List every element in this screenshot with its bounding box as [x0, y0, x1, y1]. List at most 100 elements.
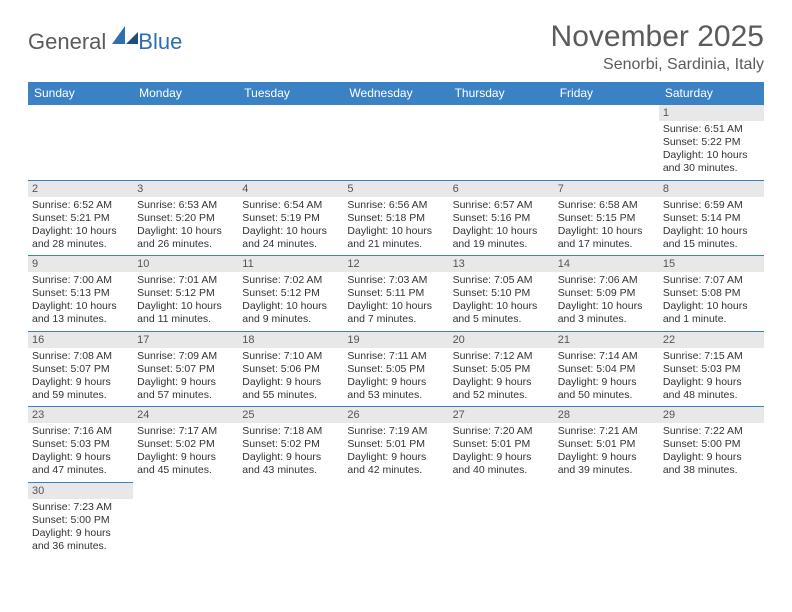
calendar-cell — [238, 482, 343, 557]
day-body: Sunrise: 7:08 AMSunset: 5:07 PMDaylight:… — [28, 348, 133, 407]
calendar-cell: 18Sunrise: 7:10 AMSunset: 5:06 PMDayligh… — [238, 331, 343, 407]
day-body: Sunrise: 7:00 AMSunset: 5:13 PMDaylight:… — [28, 272, 133, 331]
day-body: Sunrise: 7:18 AMSunset: 5:02 PMDaylight:… — [238, 423, 343, 482]
sunset-text: Sunset: 5:12 PM — [137, 287, 234, 300]
day-body: Sunrise: 7:09 AMSunset: 5:07 PMDaylight:… — [133, 348, 238, 407]
day-number: 13 — [449, 256, 554, 272]
day-number: 29 — [659, 407, 764, 423]
calendar-cell: 6Sunrise: 6:57 AMSunset: 5:16 PMDaylight… — [449, 180, 554, 256]
header: General Blue November 2025 Senorbi, Sard… — [28, 20, 764, 74]
daylight-text: Daylight: 10 hours and 9 minutes. — [242, 300, 339, 326]
sunset-text: Sunset: 5:19 PM — [242, 212, 339, 225]
day-number: 9 — [28, 256, 133, 272]
day-number: 21 — [554, 332, 659, 348]
calendar-cell: 13 Sunrise: 7:05 AMSunset: 5:10 PMDayligh… — [449, 256, 554, 332]
sunset-text: Sunset: 5:07 PM — [32, 363, 129, 376]
day-body: Sunrise: 6:54 AMSunset: 5:19 PMDaylight:… — [238, 197, 343, 256]
calendar-cell: 28Sunrise: 7:21 AMSunset: 5:01 PMDayligh… — [554, 407, 659, 483]
day-number: 20 — [449, 332, 554, 348]
daylight-text: Daylight: 10 hours and 15 minutes. — [663, 225, 760, 251]
calendar-row: 9Sunrise: 7:00 AMSunset: 5:13 PMDaylight… — [28, 256, 764, 332]
sunset-text: Sunset: 5:12 PM — [242, 287, 339, 300]
calendar-cell: 10Sunrise: 7:01 AMSunset: 5:12 PMDayligh… — [133, 256, 238, 332]
sunset-text: Sunset: 5:16 PM — [453, 212, 550, 225]
day-body: Sunrise: 6:51 AMSunset: 5:22 PMDaylight:… — [659, 121, 764, 180]
sunset-text: Sunset: 5:01 PM — [347, 438, 444, 451]
day-number: 22 — [659, 332, 764, 348]
weekday-header: Wednesday — [343, 82, 448, 105]
sunset-text: Sunset: 5:22 PM — [663, 136, 760, 149]
sunrise-text: Sunrise: 6:57 AM — [453, 199, 550, 212]
calendar-row: 30Sunrise: 7:23 AMSunset: 5:00 PMDayligh… — [28, 482, 764, 557]
sunrise-text: Sunrise: 6:52 AM — [32, 199, 129, 212]
sunset-text: Sunset: 5:00 PM — [663, 438, 760, 451]
calendar-table: Sunday Monday Tuesday Wednesday Thursday… — [28, 82, 764, 557]
calendar-row: 2Sunrise: 6:52 AMSunset: 5:21 PMDaylight… — [28, 180, 764, 256]
sunrise-text: Sunrise: 6:53 AM — [137, 199, 234, 212]
day-number: 23 — [28, 407, 133, 423]
calendar-cell: 21Sunrise: 7:14 AMSunset: 5:04 PMDayligh… — [554, 331, 659, 407]
calendar-cell: 3Sunrise: 6:53 AMSunset: 5:20 PMDaylight… — [133, 180, 238, 256]
calendar-cell: 26Sunrise: 7:19 AMSunset: 5:01 PMDayligh… — [343, 407, 448, 483]
sunrise-text: Sunrise: 7:07 AM — [663, 274, 760, 287]
weekday-header: Thursday — [449, 82, 554, 105]
day-body: Sunrise: 7:22 AMSunset: 5:00 PMDaylight:… — [659, 423, 764, 482]
day-body: Sunrise: 7:17 AMSunset: 5:02 PMDaylight:… — [133, 423, 238, 482]
weekday-header: Tuesday — [238, 82, 343, 105]
calendar-cell: 27Sunrise: 7:20 AMSunset: 5:01 PMDayligh… — [449, 407, 554, 483]
daylight-text: Daylight: 9 hours and 42 minutes. — [347, 451, 444, 477]
sunset-text: Sunset: 5:21 PM — [32, 212, 129, 225]
daylight-text: Daylight: 10 hours and 7 minutes. — [347, 300, 444, 326]
sunrise-text: Sunrise: 7:05 AM — [453, 274, 550, 287]
day-number: 25 — [238, 407, 343, 423]
day-body: Sunrise: 6:57 AMSunset: 5:16 PMDaylight:… — [449, 197, 554, 256]
day-body: Sunrise: 7:12 AMSunset: 5:05 PMDaylight:… — [449, 348, 554, 407]
calendar-cell: 8Sunrise: 6:59 AMSunset: 5:14 PMDaylight… — [659, 180, 764, 256]
day-body: Sunrise: 7:15 AMSunset: 5:03 PMDaylight:… — [659, 348, 764, 407]
day-body: Sunrise: 7:07 AMSunset: 5:08 PMDaylight:… — [659, 272, 764, 331]
day-body: Sunrise: 6:59 AMSunset: 5:14 PMDaylight:… — [659, 197, 764, 256]
sunset-text: Sunset: 5:02 PM — [137, 438, 234, 451]
day-body: Sunrise: 7:03 AMSunset: 5:11 PMDaylight:… — [343, 272, 448, 331]
calendar-cell: 15Sunrise: 7:07 AMSunset: 5:08 PMDayligh… — [659, 256, 764, 332]
day-number: 16 — [28, 332, 133, 348]
location: Senorbi, Sardinia, Italy — [551, 56, 764, 74]
calendar-cell — [554, 105, 659, 181]
day-body: Sunrise: 7:23 AMSunset: 5:00 PMDaylight:… — [28, 499, 133, 558]
daylight-text: Daylight: 9 hours and 55 minutes. — [242, 376, 339, 402]
calendar-row: 16Sunrise: 7:08 AMSunset: 5:07 PMDayligh… — [28, 331, 764, 407]
daylight-text: Daylight: 10 hours and 3 minutes. — [558, 300, 655, 326]
sunset-text: Sunset: 5:08 PM — [663, 287, 760, 300]
sunrise-text: Sunrise: 7:18 AM — [242, 425, 339, 438]
sunrise-text: Sunrise: 6:56 AM — [347, 199, 444, 212]
daylight-text: Daylight: 9 hours and 40 minutes. — [453, 451, 550, 477]
day-body: Sunrise: 7:19 AMSunset: 5:01 PMDaylight:… — [343, 423, 448, 482]
sunrise-text: Sunrise: 7:03 AM — [347, 274, 444, 287]
logo: General Blue — [28, 26, 182, 57]
sunrise-text: Sunrise: 7:08 AM — [32, 350, 129, 363]
sunset-text: Sunset: 5:10 PM — [453, 287, 550, 300]
day-number: 7 — [554, 181, 659, 197]
sunset-text: Sunset: 5:02 PM — [242, 438, 339, 451]
day-number: 5 — [343, 181, 448, 197]
sunset-text: Sunset: 5:14 PM — [663, 212, 760, 225]
sunset-text: Sunset: 5:03 PM — [663, 363, 760, 376]
sunrise-text: Sunrise: 6:54 AM — [242, 199, 339, 212]
calendar-row: 1Sunrise: 6:51 AMSunset: 5:22 PMDaylight… — [28, 105, 764, 181]
calendar-cell: 22Sunrise: 7:15 AMSunset: 5:03 PMDayligh… — [659, 331, 764, 407]
calendar-cell: 25Sunrise: 7:18 AMSunset: 5:02 PMDayligh… — [238, 407, 343, 483]
day-body: Sunrise: 6:53 AMSunset: 5:20 PMDaylight:… — [133, 197, 238, 256]
sunrise-text: Sunrise: 7:06 AM — [558, 274, 655, 287]
sunset-text: Sunset: 5:09 PM — [558, 287, 655, 300]
sunrise-text: Sunrise: 7:22 AM — [663, 425, 760, 438]
day-number: 28 — [554, 407, 659, 423]
day-number: 14 — [554, 256, 659, 272]
daylight-text: Daylight: 10 hours and 5 minutes. — [453, 300, 550, 326]
daylight-text: Daylight: 9 hours and 48 minutes. — [663, 376, 760, 402]
day-number: 17 — [133, 332, 238, 348]
sunrise-text: Sunrise: 6:51 AM — [663, 123, 760, 136]
calendar-row: 23Sunrise: 7:16 AMSunset: 5:03 PMDayligh… — [28, 407, 764, 483]
day-body: Sunrise: 7:01 AMSunset: 5:12 PMDaylight:… — [133, 272, 238, 331]
day-body: Sunrise: 7:16 AMSunset: 5:03 PMDaylight:… — [28, 423, 133, 482]
calendar-cell: 14 Sunrise: 7:06 AMSunset: 5:09 PMDayligh… — [554, 256, 659, 332]
